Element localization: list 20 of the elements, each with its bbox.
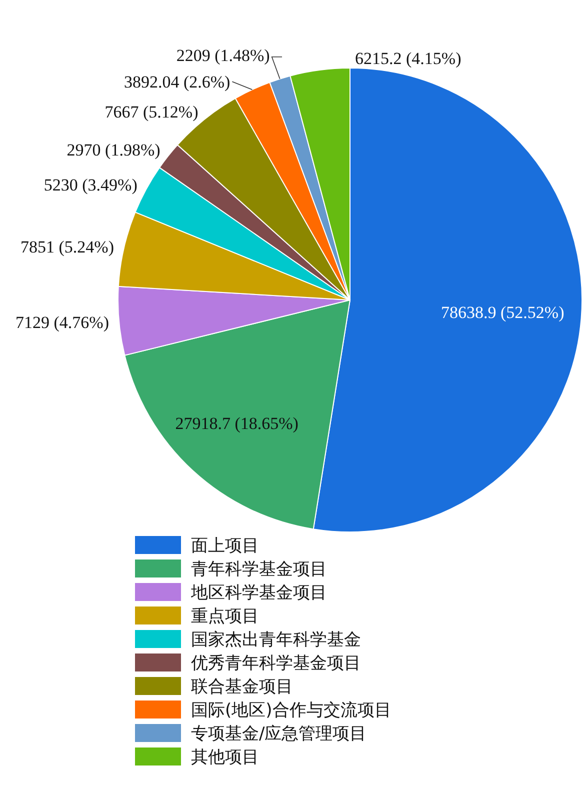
legend-label: 国家杰出青年科学基金 [191, 630, 361, 650]
legend-label: 优秀青年科学基金项目 [191, 653, 361, 674]
legend-label: 专项基金/应急管理项目 [191, 724, 367, 744]
data-label: 7667 (5.12%) [104, 102, 198, 122]
legend-label: 地区科学基金项目 [190, 582, 327, 603]
data-label: 7851 (5.24%) [20, 237, 114, 256]
legend-label: 面上项目 [191, 536, 259, 556]
data-label: 3892.04 (2.6%) [124, 72, 230, 92]
legend-label: 重点项目 [191, 606, 259, 626]
legend-label: 青年科学基金项目 [191, 559, 327, 580]
data-label: 7129 (4.76%) [16, 312, 109, 332]
data-label: 78638.9 (52.52%) [441, 303, 564, 322]
data-label: 2970 (1.98%) [66, 140, 160, 160]
legend-label: 国际(地区)合作与交流项目 [191, 700, 392, 720]
legend-label: 联合基金项目 [191, 676, 293, 697]
data-label: 5230 (3.49%) [44, 175, 138, 194]
data-label: 6215.2 (4.15%) [355, 48, 462, 68]
legend-label: 其他项目 [191, 747, 259, 768]
data-label: 27918.7 (18.65%) [175, 414, 298, 433]
data-label: 2209 (1.48%) [176, 46, 270, 65]
